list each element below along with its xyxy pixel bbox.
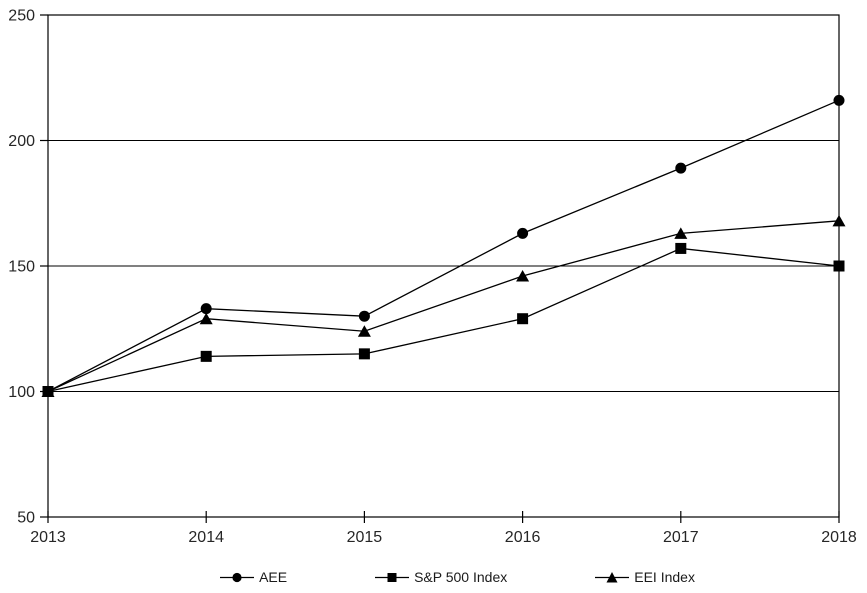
legend-item-eei: EEI Index bbox=[595, 569, 695, 585]
data-point-triangle bbox=[199, 312, 213, 325]
data-point-triangle bbox=[41, 385, 55, 397]
data-point-square bbox=[358, 348, 370, 360]
y-tick-label: 50 bbox=[17, 510, 35, 527]
data-point-circle bbox=[517, 227, 529, 239]
data-point-triangle bbox=[832, 214, 846, 227]
data-point-circle bbox=[358, 310, 370, 322]
data-point-square bbox=[833, 260, 845, 272]
x-tick-label: 2013 bbox=[30, 529, 66, 546]
data-point-triangle bbox=[674, 227, 688, 239]
legend-item-sp500: S&P 500 Index bbox=[375, 569, 507, 585]
x-tick-label: 2014 bbox=[188, 529, 224, 546]
data-point-square bbox=[675, 242, 687, 254]
series-line-eei-index bbox=[47, 220, 840, 393]
data-point-square bbox=[200, 350, 212, 362]
triangle-marker-icon bbox=[595, 571, 630, 582]
series-line-s-p-500-index bbox=[47, 247, 840, 393]
legend-item-aee: AEE bbox=[220, 569, 287, 585]
data-point-triangle bbox=[357, 325, 371, 337]
legend-label-eei: EEI Index bbox=[634, 569, 695, 585]
y-tick-label: 100 bbox=[8, 384, 35, 401]
chart-legend: AEE S&P 500 Index EEI Index bbox=[24, 567, 867, 587]
data-point-circle bbox=[200, 303, 212, 315]
x-tick-label: 2017 bbox=[663, 529, 699, 546]
x-tick-label: 2018 bbox=[821, 529, 857, 546]
legend-label-sp500: S&P 500 Index bbox=[414, 569, 508, 585]
x-tick-label: 2016 bbox=[505, 529, 541, 546]
legend-label-aee: AEE bbox=[259, 569, 288, 585]
x-tick-label: 2015 bbox=[347, 529, 383, 546]
line-chart-canvas: 50 100 150 200 250 2013 2014 2015 2016 2017 2018 bbox=[8, 8, 857, 547]
data-point-square bbox=[517, 313, 529, 325]
y-tick-label: 150 bbox=[8, 259, 35, 276]
square-marker-icon bbox=[375, 572, 410, 582]
data-point-circle bbox=[675, 162, 687, 174]
circle-marker-icon bbox=[220, 572, 255, 582]
data-point-triangle bbox=[516, 270, 530, 282]
data-point-circle bbox=[833, 94, 845, 106]
y-tick-label: 200 bbox=[8, 133, 35, 150]
y-tick-label: 250 bbox=[8, 8, 35, 25]
series-line-aee bbox=[47, 99, 840, 393]
